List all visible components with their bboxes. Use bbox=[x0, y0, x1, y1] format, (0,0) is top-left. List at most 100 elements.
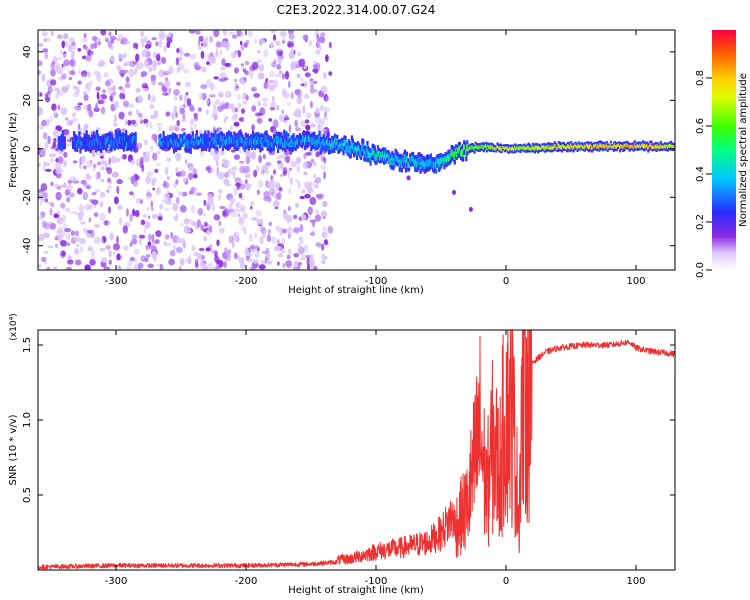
spectrogram-noise-point bbox=[60, 202, 66, 209]
spectrogram-noise-point bbox=[52, 142, 56, 149]
spectrogram-noise-point bbox=[268, 80, 274, 83]
spectrogram-noise-point bbox=[164, 166, 169, 176]
spectrogram-noise-point bbox=[197, 40, 201, 47]
spectrogram-ridge-cell bbox=[554, 144, 557, 148]
spectrogram-noise-point bbox=[175, 126, 180, 132]
spectrogram-noise-point bbox=[213, 152, 220, 161]
spectrogram-noise-point bbox=[298, 58, 306, 68]
spectrogram-noise-point bbox=[162, 92, 169, 96]
spectrogram-noise-point bbox=[140, 71, 148, 77]
spectrogram-noise-point bbox=[288, 124, 292, 133]
spectrogram-noise-point bbox=[258, 64, 265, 72]
spectrogram-noise-point bbox=[149, 121, 153, 129]
spectrogram-noise-point bbox=[91, 192, 97, 196]
spectrogram-noise-point bbox=[69, 70, 76, 76]
spectrogram-noise-point bbox=[118, 86, 123, 90]
spectrogram-noise-point bbox=[262, 102, 268, 107]
spectrogram-noise-point bbox=[182, 177, 187, 183]
spectrogram-noise-point bbox=[201, 262, 207, 270]
x-tick-label: -300 bbox=[105, 276, 128, 287]
spectrogram-noise-point bbox=[301, 189, 306, 194]
spectrogram-noise-point bbox=[244, 179, 248, 185]
spectrogram-noise-point bbox=[203, 212, 207, 217]
spectrogram-noise-point bbox=[165, 200, 173, 205]
spectrogram-noise-point bbox=[212, 109, 218, 117]
spectrogram-noise-point bbox=[175, 57, 180, 66]
spectrogram-noise-point bbox=[234, 67, 239, 74]
spectrogram-noise-point bbox=[109, 96, 113, 101]
spectrogram-noise-point bbox=[234, 208, 241, 213]
spectrogram-noise-point bbox=[274, 73, 282, 77]
spectrogram-noise-point bbox=[228, 208, 233, 213]
spectrogram-ridge-cell bbox=[646, 144, 649, 149]
spectrogram-noise-point bbox=[296, 96, 303, 105]
spectrogram-noise-point bbox=[132, 208, 136, 217]
spectrogram-ridge-cell bbox=[60, 138, 63, 147]
spectrogram-noise-point bbox=[176, 81, 181, 86]
spectrogram-noise-point bbox=[157, 263, 160, 267]
spectrogram-noise-point bbox=[224, 116, 229, 120]
spectrogram-noise-point bbox=[100, 159, 106, 166]
spectrogram-noise-point bbox=[223, 30, 228, 37]
spectrogram-noise-point bbox=[281, 109, 284, 115]
spectrogram-noise-point bbox=[157, 82, 164, 86]
spectrogram-noise-point bbox=[209, 82, 215, 91]
spectrogram-ridge-cell bbox=[580, 143, 583, 147]
spectrogram-noise-point bbox=[303, 152, 307, 159]
spectrogram-noise-point bbox=[249, 266, 256, 270]
spectrogram-noise-point bbox=[237, 213, 241, 217]
colorbar-ticks: 0.0 0.2 0.4 0.6 0.8 bbox=[695, 70, 712, 278]
spectrogram-noise-point bbox=[203, 199, 207, 206]
spectrogram-noise-point bbox=[170, 231, 173, 239]
spectrogram-noise-point bbox=[78, 67, 81, 75]
spectrogram-noise-point bbox=[96, 91, 100, 100]
spectrogram-noise-point bbox=[185, 81, 191, 88]
spectrogram-noise-point bbox=[107, 40, 113, 48]
spectrogram-ridge-cell bbox=[102, 140, 105, 147]
spectrogram-noise-point bbox=[61, 73, 67, 80]
spectrogram-ridge-cell bbox=[180, 138, 183, 143]
spectrogram-noise-point bbox=[319, 118, 326, 126]
spectrogram-noise-point bbox=[234, 78, 238, 83]
spectrogram-noise-point bbox=[39, 154, 43, 158]
spectrogram-noise-point bbox=[166, 157, 172, 162]
spectrogram-noise-point bbox=[215, 260, 221, 264]
spectrogram-noise-point bbox=[264, 164, 268, 170]
spectrogram-noise-point bbox=[324, 110, 327, 119]
spectrogram-noise-point bbox=[277, 160, 282, 164]
spectrogram-noise-point bbox=[198, 247, 205, 252]
spectrogram-noise-point bbox=[171, 111, 176, 116]
spectrogram-noise-point bbox=[406, 175, 411, 181]
spectrogram-noise-point bbox=[179, 94, 183, 101]
spectrogram-noise-point bbox=[181, 118, 187, 123]
spectrogram-noise-point bbox=[52, 266, 58, 270]
spectrogram-noise-point bbox=[315, 40, 320, 49]
spectrogram-noise-point bbox=[97, 161, 101, 166]
spectrogram-noise-point bbox=[257, 49, 260, 54]
spectrogram-noise-point bbox=[294, 119, 298, 128]
spectrogram-noise-point bbox=[135, 175, 140, 181]
spectrogram-noise-point bbox=[179, 258, 185, 266]
spectrogram-noise-point bbox=[179, 50, 184, 57]
spectrogram-noise-point bbox=[251, 86, 257, 92]
spectrogram-noise-point bbox=[227, 168, 232, 174]
spectrogram-noise-point bbox=[152, 152, 158, 161]
spectrogram-noise-point bbox=[147, 93, 151, 101]
spectrogram-noise-point bbox=[271, 95, 275, 102]
spectrogram-noise-point bbox=[175, 152, 182, 162]
spectrogram-noise-point bbox=[80, 221, 86, 225]
spectrogram-noise-point bbox=[99, 201, 103, 208]
spectrogram-noise-point bbox=[62, 128, 70, 136]
spectrogram-noise-point bbox=[195, 258, 199, 268]
spectrogram-noise-point bbox=[60, 107, 68, 116]
spectrogram-noise-point bbox=[238, 257, 245, 264]
spectrogram-noise-point bbox=[195, 30, 201, 35]
spectrogram-noise-point bbox=[163, 45, 167, 52]
spectrogram-noise-point bbox=[206, 109, 209, 115]
spectrogram-noise-point bbox=[107, 185, 112, 189]
spectrogram-noise-point bbox=[159, 263, 163, 268]
spectrogram-noise-point bbox=[304, 72, 311, 78]
spectrogram-noise-point bbox=[93, 236, 101, 245]
spectrogram-noise-point bbox=[151, 213, 155, 219]
spectrogram-noise-point bbox=[328, 41, 332, 49]
